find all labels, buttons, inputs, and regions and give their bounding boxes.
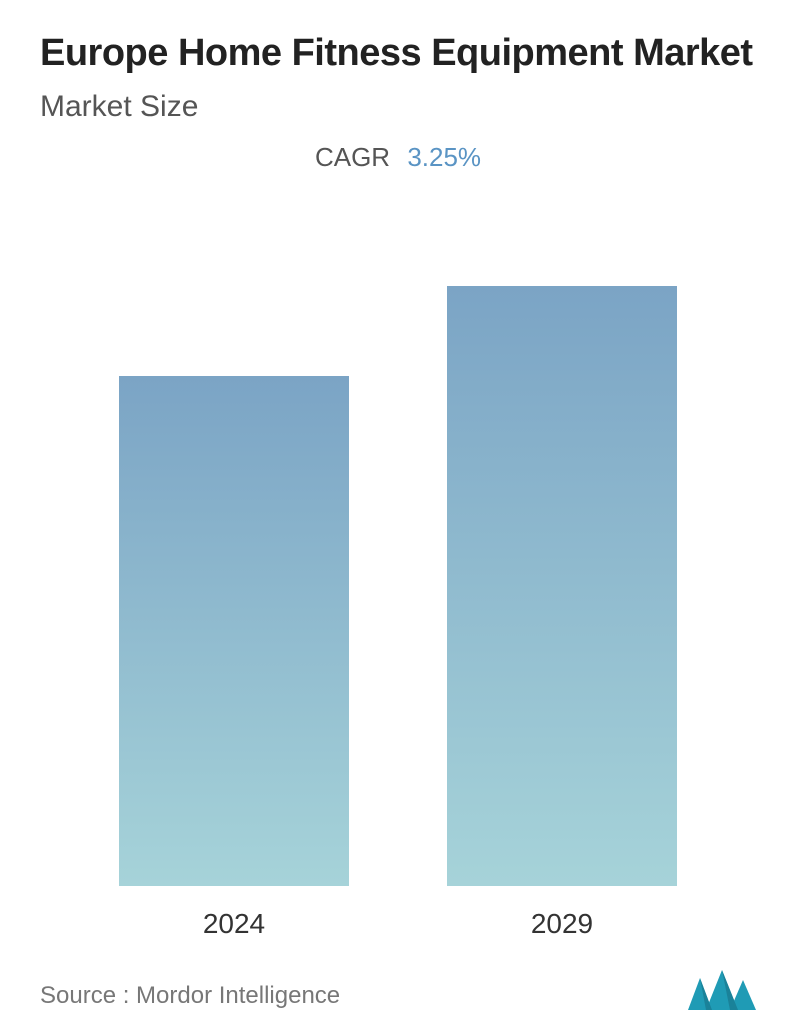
cagr-value: 3.25% [407, 142, 481, 172]
bar-label: 2024 [203, 908, 265, 940]
cagr-row: CAGR 3.25% [40, 142, 756, 173]
bar-2029 [447, 286, 677, 886]
bar-group: 2029 [432, 286, 692, 940]
chart-footer: Source : Mordor Intelligence [40, 970, 756, 1014]
source-text: Source : Mordor Intelligence [40, 982, 340, 1010]
bar-chart: 2024 2029 [40, 183, 756, 941]
brand-logo-icon [688, 970, 756, 1010]
bar-2024 [119, 376, 349, 886]
chart-title: Europe Home Fitness Equipment Market [40, 30, 756, 78]
bar-group: 2024 [104, 376, 364, 940]
chart-subtitle: Market Size [40, 90, 756, 124]
bar-label: 2029 [531, 908, 593, 940]
cagr-label: CAGR [315, 142, 390, 172]
